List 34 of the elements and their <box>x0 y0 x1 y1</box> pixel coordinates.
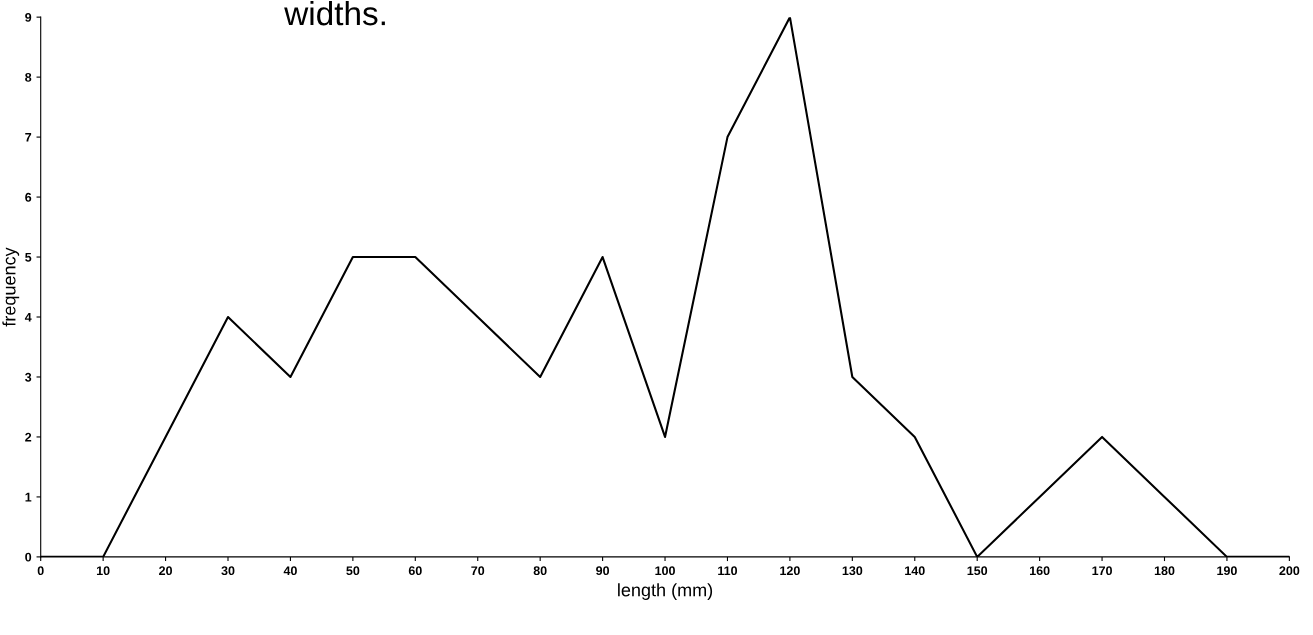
x-tick-label: 0 <box>37 566 44 576</box>
x-tick-label: 130 <box>842 566 863 576</box>
x-tick-label: 50 <box>346 566 360 576</box>
x-tick-label: 90 <box>596 566 610 576</box>
x-tick-label: 20 <box>159 566 173 576</box>
x-tick-label: 200 <box>1279 566 1300 576</box>
x-tick-label: 180 <box>1154 566 1175 576</box>
y-axis-title: frequency <box>2 247 20 327</box>
x-tick-label: 100 <box>655 566 675 576</box>
chart-title: widths. <box>284 0 385 26</box>
x-tick-label: 160 <box>1029 566 1050 576</box>
y-tick-label: 7 <box>25 133 32 142</box>
y-tick-label: 0 <box>25 552 32 562</box>
x-tick-label: 70 <box>471 566 485 576</box>
x-tick-label: 40 <box>283 566 297 576</box>
x-tick-label: 10 <box>96 566 110 576</box>
y-tick-label: 4 <box>24 312 32 322</box>
y-tick-label: 5 <box>25 252 32 262</box>
x-tick-label: 190 <box>1217 566 1237 576</box>
x-tick-label: 110 <box>718 566 738 576</box>
y-tick-label: 3 <box>25 372 32 382</box>
x-tick-label: 140 <box>905 566 925 576</box>
x-tick-label: 30 <box>221 566 235 576</box>
x-axis-title: length (mm) <box>618 583 713 600</box>
x-tick-label: 150 <box>967 566 988 576</box>
y-tick-label: 9 <box>25 12 32 22</box>
x-tick-label: 60 <box>408 566 422 576</box>
y-tick-label: 2 <box>25 432 32 442</box>
x-tick-label: 120 <box>780 566 800 576</box>
x-tick-label: 170 <box>1092 566 1112 576</box>
y-tick-label: 8 <box>25 72 32 82</box>
x-tick-label: 80 <box>533 566 547 576</box>
y-tick-label: 1 <box>25 492 32 502</box>
y-tick-label: 6 <box>25 192 32 202</box>
